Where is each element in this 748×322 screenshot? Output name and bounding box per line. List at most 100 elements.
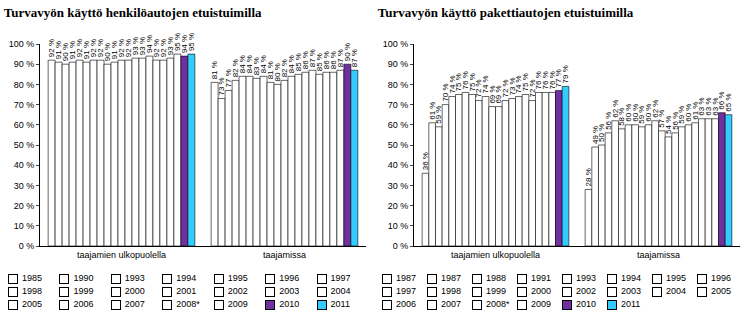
svg-text:taajamien ulkopuolella: taajamien ulkopuolella (451, 250, 540, 260)
svg-text:72 %: 72 % (474, 79, 483, 97)
svg-text:90 %: 90 % (388, 59, 409, 69)
svg-text:30 %: 30 % (14, 181, 35, 191)
svg-text:90 %: 90 % (14, 59, 35, 69)
svg-text:Turvavyön käyttö pakettiautoje: Turvavyön käyttö pakettiautojen etuistui… (378, 5, 634, 20)
svg-text:59 %: 59 % (637, 106, 646, 124)
svg-text:80 %: 80 % (14, 80, 35, 90)
svg-text:60 %: 60 % (684, 104, 693, 122)
svg-text:60 %: 60 % (14, 120, 35, 130)
svg-text:50 %: 50 % (388, 140, 409, 150)
svg-text:86 %: 86 % (329, 51, 338, 69)
svg-text:95 %: 95 % (173, 33, 182, 51)
svg-text:90 %: 90 % (61, 43, 70, 61)
svg-text:73 %: 73 % (217, 77, 226, 95)
svg-text:0 %: 0 % (19, 241, 35, 251)
svg-text:75 %: 75 % (521, 73, 530, 91)
svg-text:81 %: 81 % (210, 61, 219, 79)
svg-text:50 %: 50 % (597, 124, 606, 142)
svg-text:91 %: 91 % (68, 41, 77, 59)
svg-text:87 %: 87 % (308, 49, 317, 67)
svg-text:100 %: 100 % (9, 39, 35, 49)
svg-text:76 %: 76 % (541, 71, 550, 89)
svg-text:93 %: 93 % (166, 37, 175, 55)
svg-text:94 %: 94 % (180, 35, 189, 53)
svg-text:28 %: 28 % (584, 168, 593, 186)
svg-text:61 %: 61 % (691, 102, 700, 120)
svg-text:100 %: 100 % (383, 39, 409, 49)
svg-text:84 %: 84 % (238, 55, 247, 73)
svg-text:58 %: 58 % (617, 108, 626, 126)
svg-text:92 %: 92 % (124, 39, 133, 57)
svg-text:91 %: 91 % (54, 41, 63, 59)
svg-text:84 %: 84 % (287, 55, 296, 73)
svg-text:92 %: 92 % (96, 39, 105, 57)
svg-text:66 %: 66 % (717, 91, 726, 109)
svg-text:74 %: 74 % (481, 75, 490, 93)
svg-text:56 %: 56 % (604, 112, 613, 130)
svg-text:92 %: 92 % (89, 39, 98, 57)
svg-text:75 %: 75 % (454, 73, 463, 91)
svg-text:93 %: 93 % (138, 37, 147, 55)
svg-text:20 %: 20 % (388, 201, 409, 211)
svg-text:57 %: 57 % (657, 110, 666, 128)
svg-text:84 %: 84 % (245, 55, 254, 73)
svg-text:60 %: 60 % (631, 104, 640, 122)
svg-text:70 %: 70 % (14, 100, 35, 110)
svg-text:83 %: 83 % (252, 57, 261, 75)
svg-text:62 %: 62 % (611, 100, 620, 118)
svg-text:62 %: 62 % (651, 100, 660, 118)
svg-text:93 %: 93 % (131, 37, 140, 55)
svg-text:81 %: 81 % (266, 61, 275, 79)
svg-text:0 %: 0 % (393, 241, 409, 251)
svg-text:87 %: 87 % (336, 49, 345, 67)
svg-text:90 %: 90 % (103, 43, 112, 61)
svg-text:72 %: 72 % (528, 79, 537, 97)
svg-text:92 %: 92 % (75, 39, 84, 57)
svg-text:80 %: 80 % (273, 63, 282, 81)
svg-text:69 %: 69 % (488, 85, 497, 103)
svg-text:91 %: 91 % (82, 41, 91, 59)
svg-text:65 %: 65 % (724, 93, 733, 111)
svg-text:40 %: 40 % (388, 160, 409, 170)
svg-text:87 %: 87 % (350, 49, 359, 67)
svg-text:94 %: 94 % (145, 35, 154, 53)
svg-text:77 %: 77 % (554, 69, 563, 87)
svg-text:69 %: 69 % (494, 85, 503, 103)
svg-text:76 %: 76 % (461, 71, 470, 89)
svg-text:77 %: 77 % (224, 69, 233, 87)
svg-text:taajamien ulkopuolella: taajamien ulkopuolella (77, 250, 166, 260)
svg-text:61 %: 61 % (428, 102, 437, 120)
svg-text:59 %: 59 % (677, 106, 686, 124)
svg-text:73 %: 73 % (508, 77, 517, 95)
svg-text:82 %: 82 % (280, 59, 289, 77)
svg-text:60 %: 60 % (644, 104, 653, 122)
svg-text:60 %: 60 % (624, 104, 633, 122)
svg-text:50 %: 50 % (14, 140, 35, 150)
svg-text:85 %: 85 % (315, 53, 324, 71)
svg-text:80 %: 80 % (388, 80, 409, 90)
svg-text:92 %: 92 % (47, 39, 56, 57)
svg-text:taajamissa: taajamissa (637, 250, 680, 260)
svg-text:72 %: 72 % (501, 79, 510, 97)
svg-text:54 %: 54 % (664, 116, 673, 134)
svg-text:36 %: 36 % (421, 152, 430, 170)
svg-text:85 %: 85 % (294, 53, 303, 71)
svg-text:20 %: 20 % (14, 201, 35, 211)
svg-text:10 %: 10 % (388, 221, 409, 231)
svg-text:95 %: 95 % (187, 33, 196, 51)
svg-text:76 %: 76 % (534, 71, 543, 89)
svg-text:70 %: 70 % (441, 83, 450, 101)
svg-text:Turvavyön käyttö henkilöautoje: Turvavyön käyttö henkilöautojen etuistui… (4, 5, 262, 20)
svg-text:84 %: 84 % (259, 55, 268, 73)
svg-text:82 %: 82 % (231, 59, 240, 77)
svg-text:10 %: 10 % (14, 221, 35, 231)
svg-text:92 %: 92 % (159, 39, 168, 57)
svg-text:86 %: 86 % (322, 51, 331, 69)
svg-text:74 %: 74 % (448, 75, 457, 93)
svg-text:79 %: 79 % (561, 65, 570, 83)
svg-text:90 %: 90 % (343, 43, 352, 61)
svg-text:60 %: 60 % (388, 120, 409, 130)
svg-text:70 %: 70 % (388, 100, 409, 110)
svg-text:30 %: 30 % (388, 181, 409, 191)
svg-text:92 %: 92 % (152, 39, 161, 57)
